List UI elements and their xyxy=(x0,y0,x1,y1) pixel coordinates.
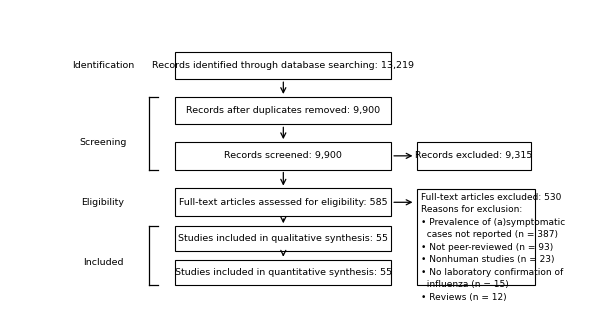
Text: Eligibility: Eligibility xyxy=(82,198,124,207)
FancyBboxPatch shape xyxy=(417,142,531,170)
FancyBboxPatch shape xyxy=(175,52,391,79)
Text: Records screened: 9,900: Records screened: 9,900 xyxy=(224,151,342,160)
FancyBboxPatch shape xyxy=(175,97,391,125)
Text: Included: Included xyxy=(83,258,123,267)
Text: Identification: Identification xyxy=(72,61,134,70)
Text: Full-text articles assessed for eligibility: 585: Full-text articles assessed for eligibil… xyxy=(179,198,388,207)
Text: Studies included in qualitative synthesis: 55: Studies included in qualitative synthesi… xyxy=(178,234,388,243)
Text: Full-text articles excluded: 530
Reasons for exclusion:
• Prevalence of (a)sympt: Full-text articles excluded: 530 Reasons… xyxy=(421,193,566,302)
FancyBboxPatch shape xyxy=(175,226,391,251)
Text: Screening: Screening xyxy=(79,138,127,147)
Text: Records excluded: 9,315: Records excluded: 9,315 xyxy=(415,151,532,160)
Text: Studies included in quantitative synthesis: 55: Studies included in quantitative synthes… xyxy=(175,268,392,276)
Text: Records after duplicates removed: 9,900: Records after duplicates removed: 9,900 xyxy=(186,106,380,115)
Text: Records identified through database searching: 13,219: Records identified through database sear… xyxy=(152,61,414,70)
FancyBboxPatch shape xyxy=(175,259,391,285)
FancyBboxPatch shape xyxy=(175,142,391,170)
FancyBboxPatch shape xyxy=(417,189,535,285)
FancyBboxPatch shape xyxy=(175,188,391,216)
